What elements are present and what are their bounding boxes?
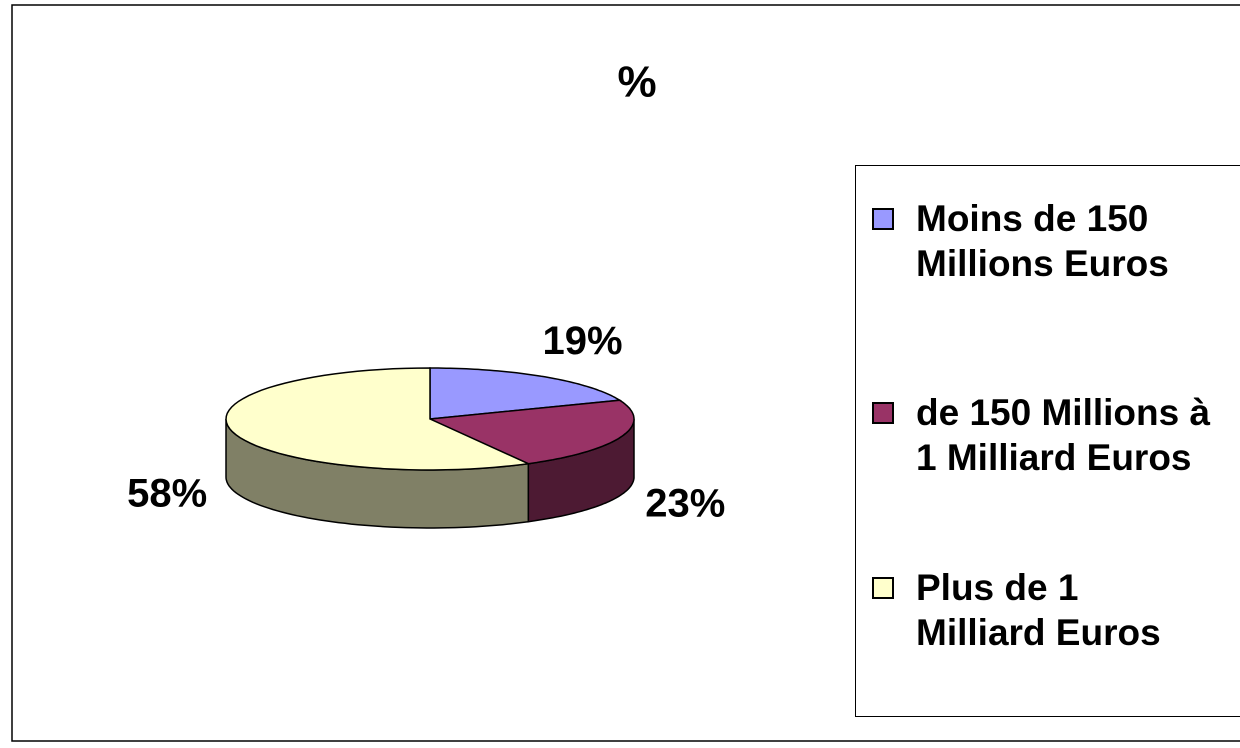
- legend-swatch: [872, 402, 894, 424]
- chart-frame: [11, 4, 1240, 742]
- data-label: 58%: [127, 471, 207, 515]
- pie-slice: [429, 367, 623, 420]
- data-label: 19%: [542, 319, 622, 363]
- pie: [225, 367, 635, 529]
- legend-label: Plus de 1 Milliard Euros: [916, 567, 1161, 653]
- chart-title: %: [617, 58, 656, 107]
- legend-label: Moins de 150 Millions Euros: [916, 198, 1169, 284]
- legend-swatch: [872, 577, 894, 599]
- legend-swatch: [872, 208, 894, 230]
- data-label: 23%: [645, 482, 725, 526]
- pie-slice: [427, 399, 635, 465]
- legend-label: de 150 Millions à 1 Milliard Euros: [916, 392, 1211, 478]
- pie-slice: [225, 367, 532, 471]
- legend: Moins de 150 Millions Euros de 150 Millio…: [855, 165, 1240, 717]
